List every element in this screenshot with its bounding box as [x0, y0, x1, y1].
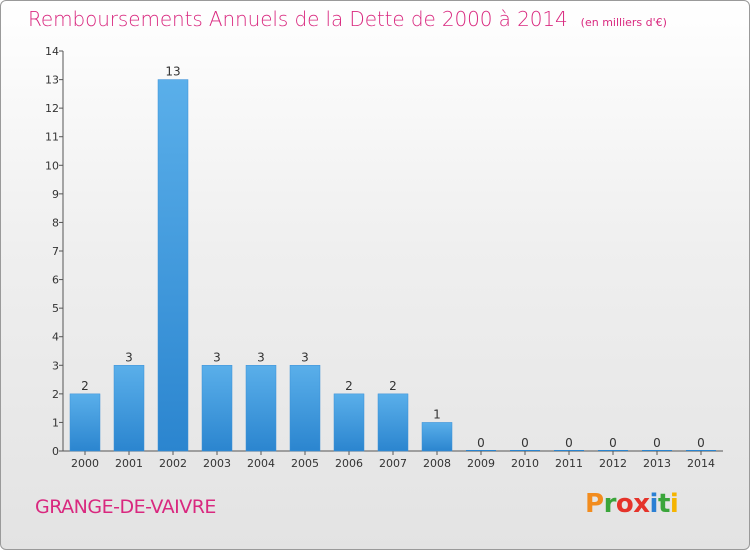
proxiti-logo[interactable]: Proxiti — [585, 489, 679, 519]
data-label: 3 — [301, 350, 309, 364]
x-tick-label: 2009 — [467, 457, 495, 470]
logo-letter: P — [585, 489, 604, 519]
bar — [69, 393, 101, 452]
x-tick-label: 2013 — [643, 457, 671, 470]
y-tick-label: 4 — [52, 331, 59, 344]
logo-letter: t — [657, 489, 670, 519]
bar — [421, 422, 453, 452]
bars — [69, 79, 716, 452]
y-tick-label: 8 — [52, 216, 59, 229]
logo-letter: o — [615, 489, 634, 519]
logo-letter: i — [669, 489, 679, 519]
x-tick-label: 2012 — [599, 457, 627, 470]
chart-title: Remboursements Annuels de la Dette de 20… — [28, 7, 667, 31]
y-tick-label: 12 — [45, 102, 59, 115]
data-label: 0 — [697, 436, 705, 450]
y-tick-label: 11 — [45, 131, 59, 144]
x-tick-label: 2006 — [335, 457, 363, 470]
y-tick-label: 3 — [52, 359, 59, 372]
data-label: 2 — [345, 379, 353, 393]
y-tick-label: 6 — [52, 274, 59, 287]
y-tick-label: 10 — [45, 159, 59, 172]
bar — [289, 365, 321, 452]
title-unit: (en milliers d'€) — [580, 16, 667, 29]
x-tick-label: 2001 — [115, 457, 143, 470]
y-tick-label: 9 — [52, 188, 59, 201]
data-label: 0 — [653, 436, 661, 450]
y-tick-label: 1 — [52, 416, 59, 429]
data-label: 2 — [81, 379, 89, 393]
y-tick-label: 0 — [52, 445, 59, 458]
x-tick-label: 2007 — [379, 457, 407, 470]
data-label: 0 — [565, 436, 573, 450]
x-tick-label: 2000 — [71, 457, 99, 470]
data-label: 0 — [609, 436, 617, 450]
data-label: 0 — [477, 436, 485, 450]
bar — [157, 79, 189, 452]
data-label: 1 — [433, 407, 441, 421]
x-tick-label: 2011 — [555, 457, 583, 470]
y-tick-label: 13 — [45, 74, 59, 87]
bar — [245, 365, 277, 452]
commune-name: GRANGE-DE-VAIVRE — [35, 496, 216, 518]
data-label: 3 — [257, 350, 265, 364]
data-label: 3 — [213, 350, 221, 364]
bar — [201, 365, 233, 452]
y-tick-label: 2 — [52, 388, 59, 401]
data-label: 13 — [165, 65, 180, 79]
x-tick-label: 2008 — [423, 457, 451, 470]
data-label: 2 — [389, 379, 397, 393]
bar — [113, 365, 145, 452]
y-tick-label: 5 — [52, 302, 59, 315]
logo-letter: i — [649, 489, 659, 519]
x-tick-label: 2010 — [511, 457, 539, 470]
x-tick-label: 2003 — [203, 457, 231, 470]
logo-letter: x — [633, 489, 650, 519]
y-tick-label: 14 — [45, 45, 59, 58]
bar — [377, 393, 409, 452]
bar — [333, 393, 365, 452]
x-tick-label: 2002 — [159, 457, 187, 470]
x-tick-label: 2014 — [687, 457, 715, 470]
data-label: 3 — [125, 350, 133, 364]
title-text: Remboursements Annuels de la Dette de 20… — [28, 7, 568, 31]
x-tick-label: 2004 — [247, 457, 275, 470]
logo-letter: r — [603, 489, 617, 519]
data-label: 0 — [521, 436, 529, 450]
x-tick-label: 2005 — [291, 457, 319, 470]
y-tick-label: 7 — [52, 245, 59, 258]
